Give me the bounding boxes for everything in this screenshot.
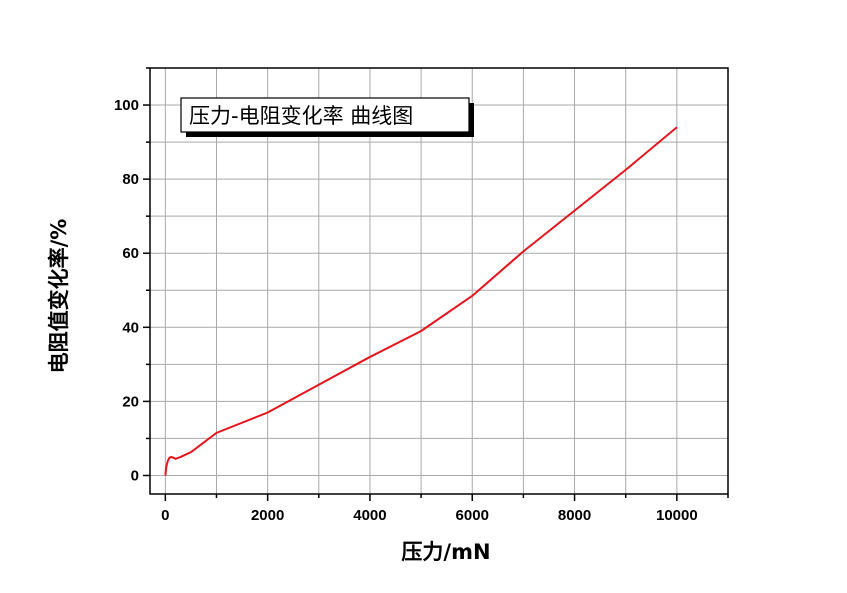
x-axis-title: 压力/mN [401, 540, 490, 564]
chart-title: 压力-电阻变化率 曲线图 [189, 104, 413, 128]
plot-frame [149, 67, 729, 495]
y-axis-title: 电阻值变化率/% [47, 219, 71, 374]
x-tick-label: 8000 [558, 507, 591, 524]
legend-frame [180, 97, 470, 133]
y-tick-label: 20 [122, 393, 139, 410]
legend-box: 压力-电阻变化率 曲线图 [180, 97, 474, 137]
y-tick-label: 60 [122, 245, 139, 262]
y-tick-label: 40 [122, 319, 139, 336]
ticks: 0 2000 4000 6000 8000 10000 0 20 40 60 80 100 [114, 67, 729, 524]
x-tick-label: 0 [161, 507, 169, 524]
y-tick-label: 80 [122, 171, 139, 188]
y-tick-label: 0 [131, 467, 139, 484]
x-tick-label: 4000 [353, 507, 386, 524]
x-tick-label: 10000 [656, 507, 698, 524]
series-line [164, 126, 678, 476]
y-tick-label: 100 [114, 97, 139, 114]
x-tick-label: 6000 [456, 507, 489, 524]
grid [150, 68, 728, 494]
series-layer [164, 126, 678, 476]
x-tick-label: 2000 [251, 507, 284, 524]
